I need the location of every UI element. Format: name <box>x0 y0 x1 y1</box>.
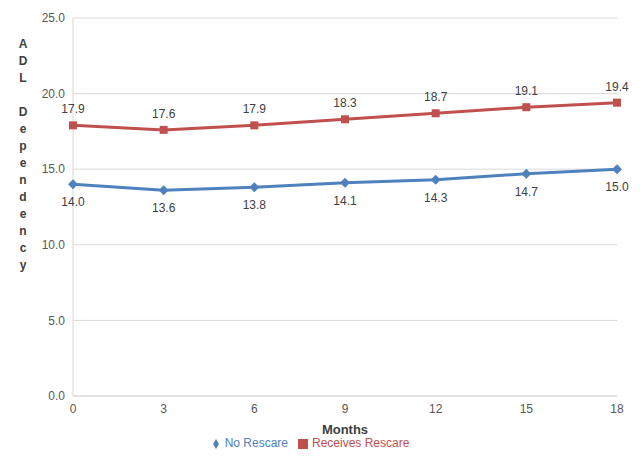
svg-text:17.9: 17.9 <box>243 102 267 116</box>
svg-text:0.0: 0.0 <box>48 389 65 403</box>
svg-text:19.4: 19.4 <box>605 80 629 94</box>
svg-text:13.6: 13.6 <box>152 201 176 215</box>
svg-text:18.3: 18.3 <box>333 96 357 110</box>
svg-text:13.8: 13.8 <box>243 198 267 212</box>
svg-text:12: 12 <box>429 402 443 416</box>
svg-text:18: 18 <box>610 402 624 416</box>
svg-text:19.1: 19.1 <box>515 84 539 98</box>
svg-text:0: 0 <box>70 402 77 416</box>
svg-text:Months: Months <box>322 422 368 437</box>
svg-text:5.0: 5.0 <box>48 314 65 328</box>
svg-text:10.0: 10.0 <box>42 238 66 252</box>
svg-text:20.0: 20.0 <box>42 87 66 101</box>
html-text:No Rescare: No Rescare <box>224 436 288 450</box>
html-text:Receives Rescare: Receives Rescare <box>312 436 410 450</box>
svg-text:14.7: 14.7 <box>515 185 539 199</box>
svg-text:6: 6 <box>251 402 258 416</box>
svg-text:ADL Dependency: ADL Dependency <box>19 37 28 272</box>
svg-text:14.1: 14.1 <box>333 194 357 208</box>
svg-text:15.0: 15.0 <box>42 162 66 176</box>
svg-text:3: 3 <box>160 402 167 416</box>
svg-text:17.6: 17.6 <box>152 107 176 121</box>
svg-text:15: 15 <box>520 402 534 416</box>
svg-text:25.0: 25.0 <box>42 11 66 25</box>
svg-text:17.9: 17.9 <box>61 102 85 116</box>
svg-text:18.7: 18.7 <box>424 90 448 104</box>
svg-text:14.3: 14.3 <box>424 191 448 205</box>
svg-text:14.0: 14.0 <box>61 195 85 209</box>
svg-text:9: 9 <box>342 402 349 416</box>
svg-text:15.0: 15.0 <box>605 180 629 194</box>
